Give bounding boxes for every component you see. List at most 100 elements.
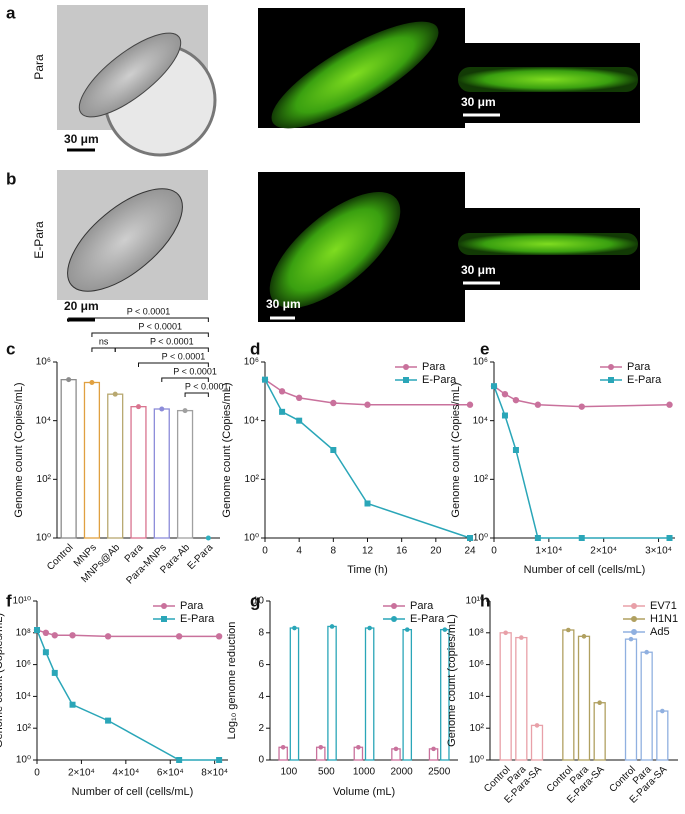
point xyxy=(501,390,509,398)
bar-point xyxy=(503,630,508,636)
row-label: E-Para xyxy=(32,221,46,259)
x-tick-label: E-Para xyxy=(186,542,216,572)
series-line xyxy=(264,379,470,406)
x-axis-label: Volume (mL) xyxy=(333,786,395,798)
point xyxy=(278,388,286,395)
y-tick-label: 10² xyxy=(245,474,260,485)
bar xyxy=(593,702,606,761)
significance-bracket xyxy=(161,377,209,382)
x-tick-label: 1×10⁴ xyxy=(535,546,562,557)
legend-marker xyxy=(631,629,637,635)
bar xyxy=(60,379,77,539)
y-axis-label: Genome count (copies/mL) xyxy=(446,614,458,747)
x-tick-label: 2×10⁴ xyxy=(590,546,617,557)
x-tick-label: 20 xyxy=(430,546,442,557)
panel-letter: a xyxy=(6,3,16,22)
axis-line xyxy=(264,362,470,539)
bar-point xyxy=(66,377,72,383)
bar xyxy=(153,408,170,539)
bar xyxy=(577,635,591,761)
x-tick-label: 8×10⁴ xyxy=(201,768,228,779)
point xyxy=(295,394,303,402)
y-tick-label: 4 xyxy=(258,691,264,702)
significance-label: P < 0.0001 xyxy=(138,321,182,331)
point xyxy=(262,376,268,383)
point xyxy=(42,649,49,656)
x-tick-label: 2000 xyxy=(390,767,413,778)
bar-point xyxy=(644,649,649,655)
panel-letter: e xyxy=(480,339,489,358)
legend-label: H1N1 xyxy=(650,613,678,625)
x-axis-label: Time (h) xyxy=(347,564,388,576)
bar xyxy=(515,636,528,761)
legend-label: E-Para xyxy=(422,374,457,386)
x-tick-label: 4 xyxy=(296,546,302,557)
series-line xyxy=(493,385,670,539)
bar-point xyxy=(431,746,436,752)
x-tick-label: 0 xyxy=(262,546,268,557)
x-tick-label: 0 xyxy=(491,546,497,557)
row-label: Para xyxy=(32,54,46,80)
bar xyxy=(83,381,101,539)
legend-label: E-Para xyxy=(627,374,662,386)
y-tick-label: 10⁶ xyxy=(244,357,259,368)
significance-label: ns xyxy=(99,336,109,346)
point xyxy=(34,627,40,634)
x-tick-label: 3×10⁴ xyxy=(645,546,672,557)
point xyxy=(104,633,112,640)
bar-point xyxy=(367,625,372,631)
scale-bar-label: 20 μm xyxy=(64,299,99,313)
bar-point xyxy=(442,627,448,632)
y-tick-label: 8 xyxy=(258,627,264,638)
y-tick-label: 10⁶ xyxy=(469,659,484,670)
bar-point xyxy=(136,404,141,410)
bar xyxy=(364,627,375,761)
point xyxy=(105,717,112,724)
legend-marker xyxy=(608,364,614,370)
y-tick-label: 10⁸ xyxy=(16,627,31,638)
significance-label: P < 0.0001 xyxy=(185,381,229,391)
bar xyxy=(530,724,544,761)
x-axis-label: Number of cell (cells/mL) xyxy=(524,564,646,576)
y-tick-label: 10² xyxy=(474,474,489,485)
y-tick-label: 10 xyxy=(253,596,265,607)
bar xyxy=(562,629,575,761)
x-tick-label: 0 xyxy=(34,768,40,779)
bar-point xyxy=(404,627,410,632)
bar-point xyxy=(280,744,286,750)
y-tick-label: 10⁴ xyxy=(473,415,488,426)
point xyxy=(330,399,337,407)
significance-bracket xyxy=(68,317,209,322)
y-tick-label: 10⁰ xyxy=(16,755,31,766)
point xyxy=(364,500,371,507)
y-tick-label: 10¹⁰ xyxy=(466,596,484,607)
bar-point xyxy=(89,380,95,386)
x-tick-label: 1000 xyxy=(353,767,376,778)
legend-label: E-Para xyxy=(180,613,215,625)
bar-point xyxy=(329,624,335,629)
bar-point xyxy=(628,636,634,642)
bar-point xyxy=(205,535,211,541)
bar-point xyxy=(292,625,297,631)
legend-marker xyxy=(631,616,637,622)
legend-marker xyxy=(403,377,409,383)
legend-marker xyxy=(403,364,409,370)
bar xyxy=(499,632,512,761)
y-tick-label: 10⁰ xyxy=(244,533,259,544)
series-line xyxy=(264,379,471,539)
x-tick-label: 2500 xyxy=(428,767,451,778)
x-tick-label: 500 xyxy=(318,767,335,778)
y-tick-label: 10¹⁰ xyxy=(13,596,31,607)
legend-marker xyxy=(631,603,637,609)
panel-letter: h xyxy=(480,591,490,610)
image-detail xyxy=(78,32,182,118)
x-tick-label: Control xyxy=(45,542,76,573)
x-tick-label: 2×10⁴ xyxy=(68,768,95,779)
legend-label: Para xyxy=(410,600,434,612)
legend-marker xyxy=(608,377,614,383)
point xyxy=(467,535,473,541)
legend-label: Para xyxy=(627,361,651,373)
significance-bracket xyxy=(184,392,209,397)
x-tick-label: 16 xyxy=(396,546,408,557)
point xyxy=(578,403,585,410)
